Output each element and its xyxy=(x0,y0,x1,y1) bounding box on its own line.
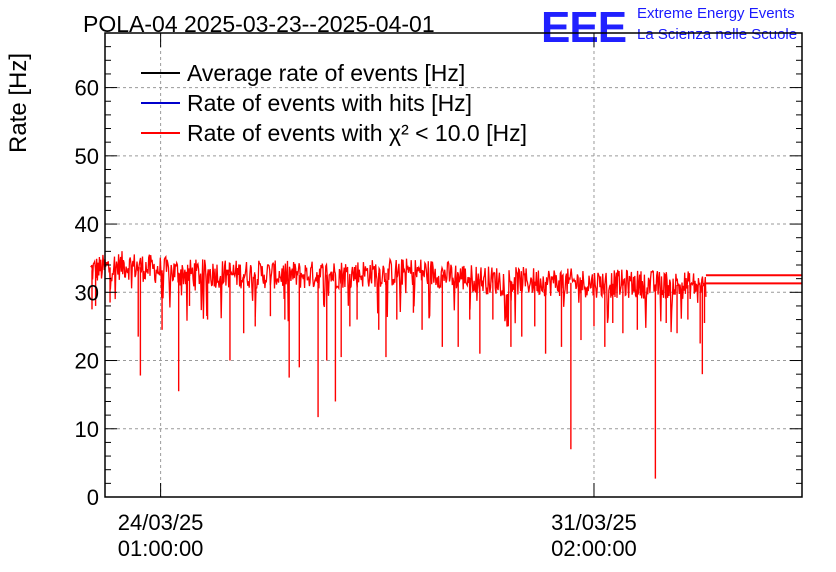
x-tick-label-time: 01:00:00 xyxy=(118,536,204,561)
y-tick-label: 20 xyxy=(75,349,99,374)
x-tick-label-date: 31/03/25 xyxy=(551,510,637,535)
legend: Average rate of events [Hz] Rate of even… xyxy=(141,60,527,146)
x-tick-label-time: 02:00:00 xyxy=(551,536,637,561)
eee-logo-line1: Extreme Energy Events xyxy=(637,5,795,22)
legend-label-hits: Rate of events with hits [Hz] xyxy=(187,90,472,116)
y-tick-label: 0 xyxy=(87,485,99,510)
y-tick-label: 30 xyxy=(75,280,99,305)
legend-label-chi2: Rate of events with χ² < 10.0 [Hz] xyxy=(187,120,527,146)
eee-logo-line2: La Scienza nelle Scuole xyxy=(637,26,797,43)
eee-logo-mark: EEE xyxy=(541,3,626,52)
series-layer xyxy=(90,251,802,479)
y-tick-label: 40 xyxy=(75,212,99,237)
series-chi2-trace xyxy=(90,251,707,333)
y-tick-label: 60 xyxy=(75,76,99,101)
tick-layer xyxy=(105,32,802,498)
y-tick-label: 50 xyxy=(75,144,99,169)
y-axis-label: Rate [Hz] xyxy=(5,53,32,153)
y-tick-label: 10 xyxy=(75,417,99,442)
eee-logo: EEE Extreme Energy Events La Scienza nel… xyxy=(541,3,797,52)
y-tick-labels: 0 10 20 30 40 50 60 xyxy=(75,76,99,510)
x-tick-label-date: 24/03/25 xyxy=(118,510,204,535)
legend-label-average: Average rate of events [Hz] xyxy=(187,60,465,86)
